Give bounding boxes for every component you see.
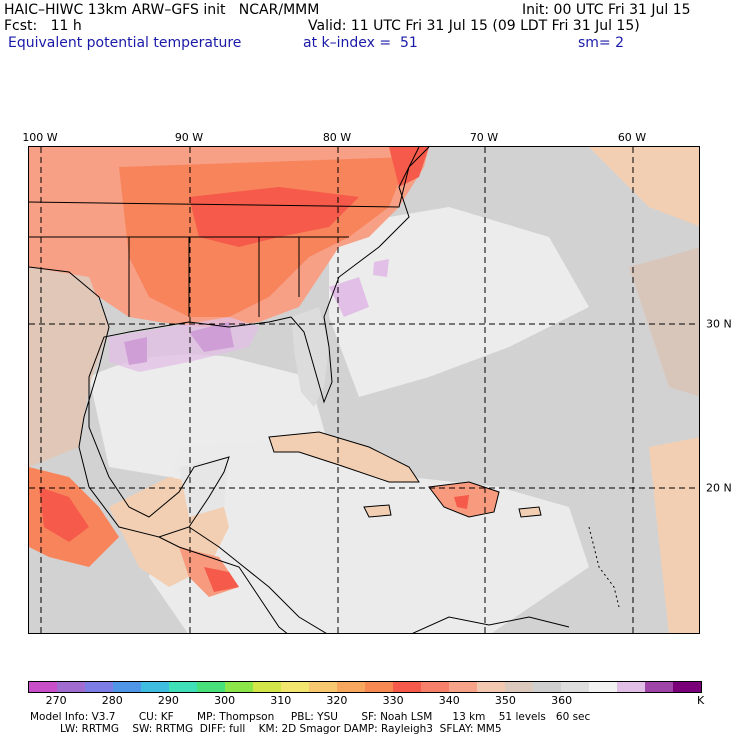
colorbar-cell <box>421 682 449 692</box>
lon-label-80w: 80 W <box>322 131 352 144</box>
colorbar-cell <box>617 682 645 692</box>
smoothing: sm= 2 <box>578 35 625 51</box>
colorbar-label: 270 <box>45 694 67 707</box>
puerto-rico-coast <box>518 506 542 518</box>
colorbar-cell <box>281 682 309 692</box>
jamaica-coast <box>363 504 392 518</box>
colorbar-cell <box>645 682 673 692</box>
state-border-upper <box>29 147 430 208</box>
colorbar-cell <box>673 682 701 692</box>
lon-label-70w: 70 W <box>469 131 499 144</box>
level-index: at k–index = 51 <box>303 35 418 51</box>
colorbar-cell <box>449 682 477 692</box>
colorbar-cell <box>85 682 113 692</box>
colorbar-cell <box>393 682 421 692</box>
field-name: Equivalent potential temperature <box>8 35 242 51</box>
colorbar-label: 280 <box>101 694 123 707</box>
lon-label-100w: 100 W <box>22 131 58 144</box>
hispaniola-coast <box>428 481 500 518</box>
lavender-atlantic <box>329 277 369 317</box>
model-title: HAIC–HIWC 13km ARW–GFS init NCAR/MMM <box>4 2 320 18</box>
cuba-coast <box>268 431 420 483</box>
colorbar-label: 300 <box>214 694 236 707</box>
us-land-red <box>189 187 359 247</box>
colorbar-label: 310 <box>270 694 292 707</box>
colorbar-unit: K <box>697 694 705 707</box>
atlantic-east-tan <box>629 247 699 397</box>
colorbar-cell <box>169 682 197 692</box>
theta-e-map <box>29 147 699 633</box>
honduras-red <box>204 567 239 592</box>
colorbar-label: 340 <box>438 694 460 707</box>
atlantic-light-region <box>329 207 589 397</box>
central-america-caribbean <box>188 526 327 633</box>
colorbar-label: 330 <box>382 694 404 707</box>
colorbar-label: 350 <box>494 694 516 707</box>
colorbar-cell <box>225 682 253 692</box>
model-info-line1: Model Info: V3.7 CU: KF MP: Thompson PBL… <box>30 711 591 723</box>
colorbar <box>28 681 702 693</box>
colorbar-cell <box>337 682 365 692</box>
lon-label-60w: 60 W <box>617 131 647 144</box>
atlantic-ne-tan <box>589 147 699 227</box>
colorbar-cell <box>141 682 169 692</box>
colorbar-cell <box>561 682 589 692</box>
colorbar-cell <box>505 682 533 692</box>
lesser-antilles <box>588 526 620 608</box>
colorbar-cell <box>589 682 617 692</box>
valid-time: Valid: 11 UTC Fri 31 Jul 15 (09 LDT Fri … <box>308 18 640 34</box>
colorbar-label: 320 <box>326 694 348 707</box>
state-borders-vertical <box>128 237 300 317</box>
lat-label-30n: 30 N <box>706 317 732 331</box>
colorbar-cell <box>253 682 281 692</box>
hispaniola-red <box>454 495 469 509</box>
gulf-coast <box>29 266 292 538</box>
puerto-rico-land <box>519 507 541 517</box>
colorbar-cell <box>29 682 57 692</box>
atlantic-coast <box>290 147 420 404</box>
lat-label-20n: 20 N <box>706 481 732 495</box>
colorbar-cell <box>57 682 85 692</box>
graticule <box>29 147 699 633</box>
florida-land <box>291 307 329 407</box>
central-america-pacific <box>158 536 288 633</box>
model-info-line2: LW: RRTMG SW: RRTMG DIFF: full KM: 2D Sm… <box>30 723 502 735</box>
mexico-red <box>39 487 89 542</box>
cuba-land <box>269 432 419 482</box>
jamaica-land <box>364 505 391 517</box>
coastlines <box>29 147 620 633</box>
colorbar-cell <box>533 682 561 692</box>
colorbar-labels: 270 280 290 300 310 320 330 340 350 360 <box>28 694 702 708</box>
colorbar-label: 360 <box>551 694 573 707</box>
atlantic-se-tan <box>649 437 699 633</box>
colorbar-cell <box>197 682 225 692</box>
texas-tan <box>29 267 109 467</box>
colorbar-cell <box>365 682 393 692</box>
init-time: Init: 00 UTC Fri 31 Jul 15 <box>522 2 691 18</box>
colorbar-cell <box>113 682 141 692</box>
colorbar-cell <box>309 682 337 692</box>
colorbar-cell <box>477 682 505 692</box>
lavender-atlantic-small <box>373 259 389 277</box>
forecast-hour: Fcst: 11 h <box>4 18 82 34</box>
map-panel <box>28 146 700 634</box>
lon-label-90w: 90 W <box>174 131 204 144</box>
lavender-gulf <box>109 317 259 372</box>
colorbar-label: 290 <box>157 694 179 707</box>
south-america-coast <box>412 616 570 633</box>
